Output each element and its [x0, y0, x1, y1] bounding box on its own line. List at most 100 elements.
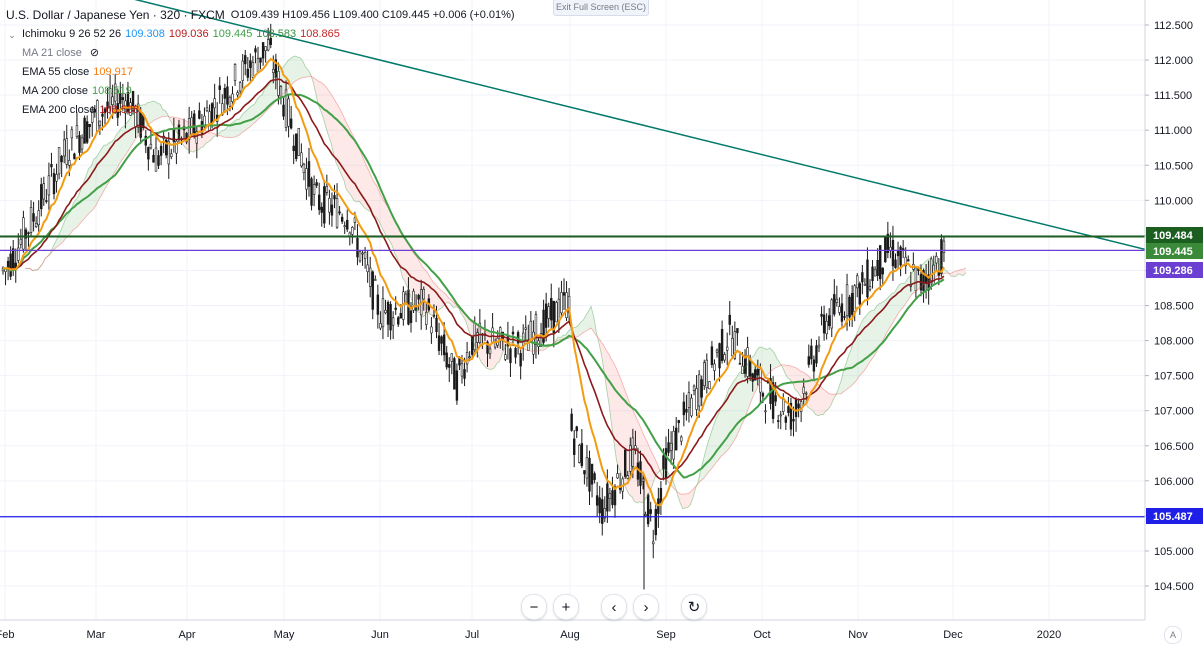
x-tick-label: Jul	[465, 629, 479, 641]
candle-body	[634, 445, 637, 451]
cloud-segment-bear	[361, 154, 365, 208]
candle-body	[338, 211, 341, 214]
candle-body	[815, 345, 818, 364]
candle-body	[626, 475, 629, 479]
candle-body	[687, 392, 691, 408]
candle-body	[203, 115, 206, 128]
candle-body	[853, 285, 856, 312]
cloud-segment-bull	[542, 346, 546, 351]
candle-body	[940, 239, 943, 275]
candle-body	[300, 152, 303, 167]
cloud-segment-bull	[101, 145, 105, 196]
candle-body	[289, 118, 293, 129]
indicator-legend-row[interactable]: MA 200 close 108.519	[6, 82, 515, 101]
cloud-segment-bull	[575, 325, 579, 338]
indicator-legend-row[interactable]: EMA 55 close 109.917	[6, 63, 515, 82]
exit-fullscreen-button[interactable]: Exit Full Screen (ESC)	[553, 0, 649, 16]
zoom-out-button[interactable]: −	[521, 594, 547, 620]
candle-body	[649, 509, 652, 514]
candle-body	[776, 420, 780, 422]
ema55-line	[2, 57, 945, 507]
cloud-segment-bear	[450, 299, 454, 308]
candle-body	[560, 292, 563, 314]
cloud-segment-bull	[884, 298, 887, 338]
candle-body	[460, 363, 464, 377]
cloud-segment-bull	[700, 460, 704, 481]
cloud-segment-bear	[652, 453, 655, 486]
candle-body	[598, 497, 601, 514]
candle-body	[45, 200, 48, 202]
scroll-left-button[interactable]: ‹	[601, 594, 627, 620]
candle-body	[550, 298, 553, 321]
candle-body	[144, 135, 147, 146]
candle-body	[93, 108, 97, 113]
scroll-right-button[interactable]: ›	[633, 594, 659, 620]
candle-body	[78, 135, 81, 153]
cloud-segment-bull	[555, 336, 558, 343]
candle-body	[259, 57, 262, 63]
candle-body	[297, 128, 300, 156]
candle-body	[432, 314, 436, 317]
cloud-segment-bull	[741, 368, 745, 426]
candle-body	[1, 267, 5, 272]
cloud-segment-bull	[772, 350, 775, 371]
indicator-legend-row[interactable]: MA 21 close ⊘	[6, 44, 515, 63]
candle-body	[876, 259, 879, 276]
x-tick-label: Oct	[753, 629, 770, 641]
candle-body	[50, 164, 53, 168]
candle-body	[114, 83, 117, 102]
candle-body	[274, 59, 278, 78]
auto-scale-button[interactable]: A	[1164, 626, 1182, 644]
cloud-segment-bull	[91, 158, 94, 212]
candle-body	[302, 163, 306, 173]
candle-body	[397, 317, 400, 325]
candle-body	[608, 493, 612, 500]
cloud-segment-bull	[593, 316, 597, 336]
candle-body	[639, 461, 642, 486]
cloud-segment-bull	[165, 110, 168, 117]
cloud-segment-bear	[315, 79, 319, 105]
cloud-segment-bear	[331, 93, 334, 155]
candle-body	[389, 304, 392, 331]
cloud-segment-bull	[557, 336, 561, 341]
reset-chart-button[interactable]: ↻	[681, 594, 707, 620]
cloud-segment-bull	[98, 148, 102, 200]
candle-body	[840, 303, 844, 322]
candle-body	[817, 344, 821, 348]
candle-body	[690, 397, 693, 417]
candle-body	[272, 69, 275, 73]
candle-body	[371, 271, 374, 310]
y-tick-label: 108.000	[1154, 336, 1194, 348]
indicator-legend-row[interactable]: EMA 200 close 108.538	[6, 101, 515, 120]
cloud-segment-bull	[58, 230, 61, 247]
candle-body	[376, 294, 380, 315]
candle-body	[743, 356, 747, 374]
candle-body	[751, 373, 754, 382]
cloud-segment-bear	[790, 365, 793, 383]
candle-body	[60, 155, 63, 163]
cloud-segment-bear	[644, 436, 648, 501]
candle-body	[942, 240, 946, 254]
candle-body	[149, 143, 153, 149]
candle-body	[848, 296, 851, 318]
cloud-segment-bear	[382, 197, 385, 233]
cloud-segment-bull	[774, 353, 778, 369]
candle-body	[190, 117, 193, 134]
candle-body	[728, 314, 731, 325]
hidden-eye-icon[interactable]: ⊘	[89, 47, 100, 59]
collapse-indicators-icon[interactable]: ⌄	[8, 29, 16, 40]
zoom-in-button[interactable]: +	[553, 594, 579, 620]
candle-body	[603, 508, 607, 519]
cloud-segment-bull	[945, 270, 949, 274]
candle-body	[863, 283, 867, 286]
cloud-segment-bull	[881, 300, 885, 343]
y-tick-label: 110.500	[1154, 160, 1193, 172]
cloud-segment-bull	[121, 126, 125, 160]
cloud-segment-bull	[305, 67, 309, 78]
candle-body	[631, 437, 635, 467]
cloud-segment-bull	[81, 182, 84, 223]
candle-body	[866, 259, 869, 298]
indicator-legend-row[interactable]: ⌄ Ichimoku 9 26 52 26 109.308 109.036 109.44…	[6, 25, 515, 44]
candle-body	[111, 96, 114, 106]
